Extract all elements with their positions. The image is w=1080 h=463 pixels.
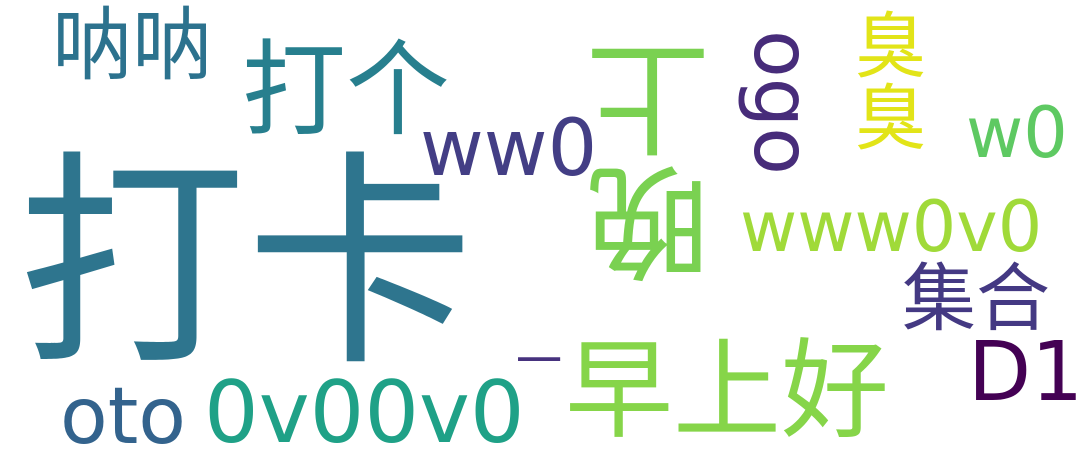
word-zaoshanghao: 早上好 [565, 329, 890, 454]
word-ov00v0: 0v00v0 [204, 363, 525, 463]
word-ww0: ww0 [420, 104, 598, 194]
word-dage: 打个 [242, 29, 451, 151]
word-ogo: ogo [736, 30, 826, 175]
word-w0: w0 [966, 92, 1068, 174]
word-wanshang: 晚上 [588, 38, 732, 286]
word-jihe: 集合 [902, 256, 1050, 342]
word-chouchou: 臭臭 [842, 8, 926, 152]
word-daka: 打卡 [18, 131, 474, 397]
word-nana: 呐呐 [52, 0, 212, 92]
word-www0v0: www0v0 [740, 186, 1043, 268]
word-oto: oto [60, 372, 187, 462]
word-d1: D1 [968, 325, 1080, 420]
word-dash: 一 [516, 334, 562, 388]
